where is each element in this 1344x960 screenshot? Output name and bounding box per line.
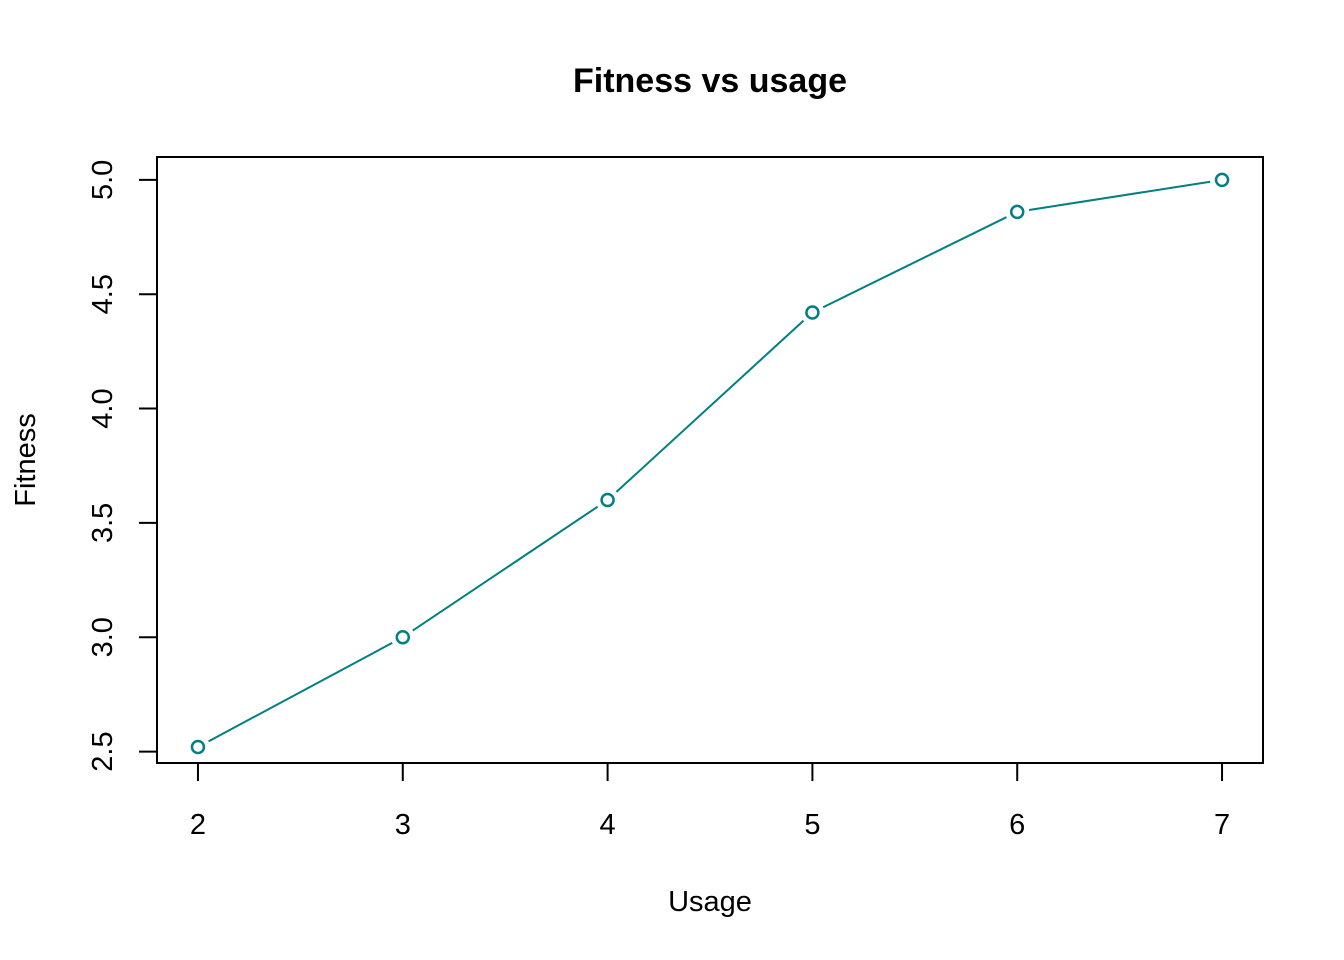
y-axis-label: Fitness (10, 413, 42, 506)
x-axis-label: Usage (668, 886, 752, 918)
x-tick-label: 3 (395, 809, 411, 841)
series-line-segment (412, 505, 599, 632)
series-line-segment (1028, 180, 1211, 212)
x-tick-label: 7 (1214, 809, 1230, 841)
series-line-segment (208, 642, 393, 743)
y-axis: 2.5 3.0 3.5 4.0 4.5 5.0 (87, 160, 158, 772)
data-point (805, 305, 820, 320)
y-tick-label: 3.0 (87, 617, 119, 657)
x-tick-label: 4 (600, 809, 616, 841)
x-axis: 2 3 4 5 6 7 (190, 762, 1230, 841)
data-point (600, 492, 615, 508)
x-tick-label: 5 (804, 809, 820, 841)
y-tick-label: 4.5 (87, 274, 119, 314)
data-point (1214, 172, 1230, 188)
series-line-segment (615, 319, 805, 493)
chart-title: Fitness vs usage (573, 62, 847, 100)
data-point (1009, 204, 1025, 220)
data-point (395, 629, 411, 645)
y-tick-label: 4.0 (87, 388, 119, 428)
x-tick-label: 6 (1009, 809, 1025, 841)
y-tick-label: 2.5 (87, 731, 119, 771)
series-line-segment (822, 216, 1007, 309)
x-tick-label: 2 (190, 809, 206, 841)
plot-frame (156, 156, 1264, 764)
y-tick-label: 3.5 (87, 503, 119, 543)
data-point (190, 739, 206, 755)
series-group (190, 172, 1230, 755)
y-tick-label: 5.0 (87, 160, 119, 200)
